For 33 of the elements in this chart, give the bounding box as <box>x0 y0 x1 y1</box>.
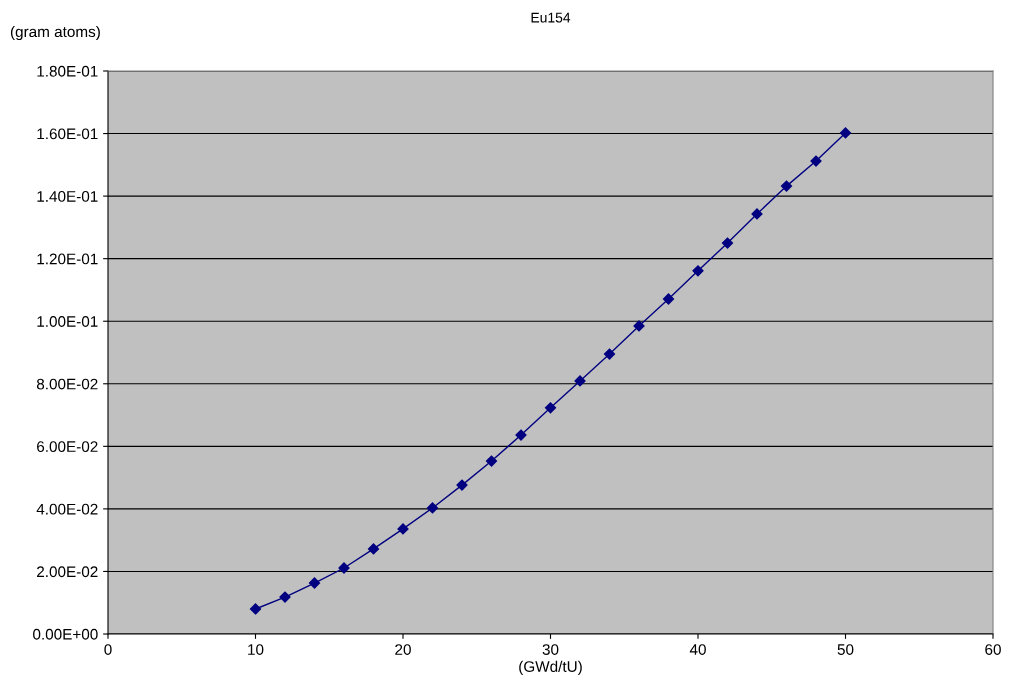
x-tick-label: 30 <box>542 644 559 655</box>
chart-title: Eu154 <box>531 12 571 23</box>
point <box>603 348 616 360</box>
point <box>544 402 557 414</box>
point <box>662 293 675 305</box>
point <box>426 502 439 514</box>
point <box>839 127 852 139</box>
point <box>721 237 734 249</box>
point <box>456 479 468 491</box>
point <box>249 603 262 615</box>
point <box>692 265 704 277</box>
y-tick-label: 1.20E-01 <box>37 253 98 265</box>
x-tick-label: 50 <box>837 644 854 655</box>
x-tick-label: 60 <box>985 644 1001 655</box>
point <box>485 455 498 467</box>
y-tick-label: 6.00E-02 <box>37 441 98 453</box>
point <box>367 543 380 555</box>
y-tick-label: 2.00E-02 <box>37 566 98 578</box>
y-tick-label: 1.00E-01 <box>37 316 98 327</box>
y-tick-label: 1.80E-01 <box>37 65 98 77</box>
y-tick-label: 0.00E+00 <box>33 628 98 640</box>
y-tick-label: 1.40E-01 <box>37 190 98 202</box>
y-tick-label: 4.00E-02 <box>36 503 98 515</box>
y-tick-label: 8.00E-02 <box>36 378 98 390</box>
x-tick-label: 0 <box>104 644 112 655</box>
y-axis-title: (gram atoms) <box>10 25 100 41</box>
point <box>308 577 321 589</box>
x-tick-label: 20 <box>395 644 411 655</box>
point <box>780 180 793 192</box>
y-tick-label: 1.60E-01 <box>37 128 98 140</box>
x-axis-title: (GWd/tU) <box>519 660 582 675</box>
x-tick-label: 40 <box>689 644 706 655</box>
x-tick-label: 10 <box>248 644 264 655</box>
